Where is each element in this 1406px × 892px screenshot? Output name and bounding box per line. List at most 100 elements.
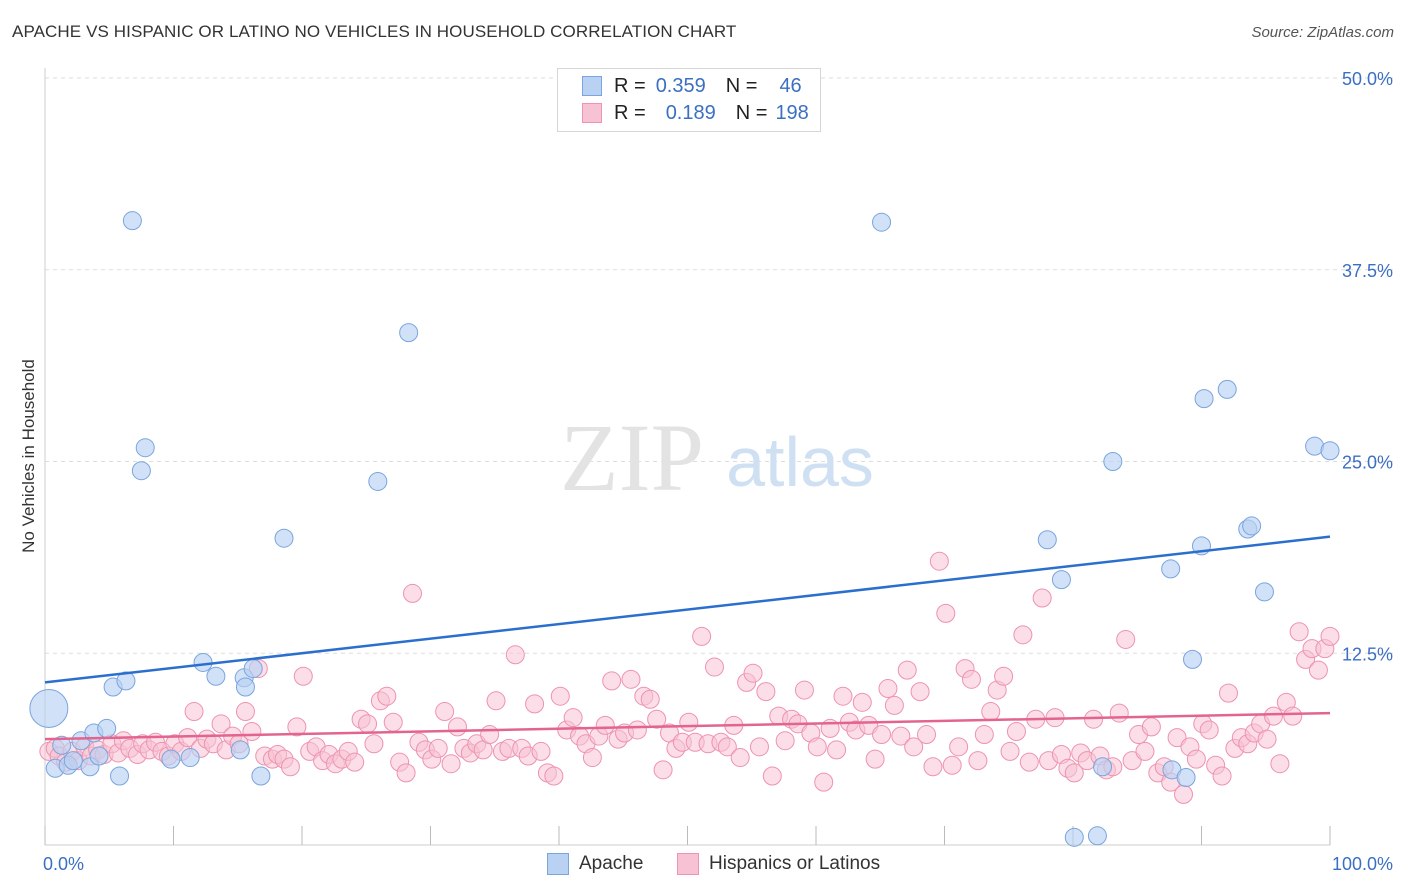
hispanic-point xyxy=(1000,741,1020,761)
apache-point xyxy=(1087,826,1107,846)
hispanic-point xyxy=(994,666,1014,686)
apache-point xyxy=(180,748,200,768)
hispanic-trend-line xyxy=(44,711,1331,741)
legend-hispanic-label: Hispanics or Latinos xyxy=(709,853,881,874)
apache-point xyxy=(1093,757,1113,777)
hispanic-point xyxy=(717,737,737,757)
apache-point xyxy=(251,766,271,786)
hispanic-point xyxy=(595,715,615,735)
hispanic-point xyxy=(1109,703,1129,723)
apache-point xyxy=(161,749,181,769)
legend-apache-label: Apache xyxy=(579,853,644,874)
apache-point xyxy=(1037,530,1057,550)
hispanic-point xyxy=(1167,728,1187,748)
apache-swatch xyxy=(582,76,602,96)
hispanic-point xyxy=(345,752,365,772)
hispanic-point xyxy=(480,725,500,745)
hispanic-point xyxy=(653,760,673,780)
hispanic-point xyxy=(929,551,949,571)
hispanic-point xyxy=(531,741,551,761)
hispanic-swatch xyxy=(582,103,602,123)
hispanic-point xyxy=(974,725,994,745)
y-tick-label: 37.5% xyxy=(1342,261,1393,281)
apache-point xyxy=(1242,516,1262,536)
bottom-legend-apache: Apache xyxy=(547,850,643,878)
hispanic-point xyxy=(525,694,545,714)
apache-point xyxy=(368,471,388,491)
trend-lines xyxy=(44,535,1331,741)
apache-point xyxy=(872,212,892,232)
tick-labels: 12.5% 25.0% 37.5% 50.0% 0.0% 100.0% No Vehicle… xyxy=(19,69,1393,874)
y-tick-label: 50.0% xyxy=(1342,69,1393,89)
hispanic-point xyxy=(280,757,300,777)
apache-point xyxy=(89,746,109,766)
hispanic-point xyxy=(602,671,622,691)
grid-lines xyxy=(45,77,1395,654)
hispanic-point xyxy=(1019,752,1039,772)
hispanic-point xyxy=(403,583,423,603)
apache-point xyxy=(1051,570,1071,590)
hispanic-point xyxy=(1199,720,1219,740)
x-tick-label: 100.0% xyxy=(1332,854,1393,874)
hispanic-point xyxy=(1257,729,1277,749)
watermark: ZIP atlas xyxy=(560,404,874,511)
apache-point xyxy=(235,677,255,697)
y-tick-label: 12.5% xyxy=(1342,644,1393,664)
hispanic-point xyxy=(550,686,570,706)
hispanic-point xyxy=(441,754,461,774)
hispanic-point xyxy=(891,726,911,746)
hispanic-point xyxy=(235,702,255,722)
apache-point xyxy=(1064,827,1084,847)
hispanic-point xyxy=(878,679,898,699)
apache-point xyxy=(135,438,155,458)
legend-row-apache: R = 0.359 N = 46 xyxy=(582,73,802,99)
apache-point xyxy=(116,671,136,691)
apache-point xyxy=(63,751,83,771)
hispanic-point xyxy=(544,766,564,786)
apache-point xyxy=(1320,441,1340,461)
apache-point xyxy=(97,718,117,738)
hispanic-point xyxy=(505,645,525,665)
hispanic-point xyxy=(396,763,416,783)
hispanic-point xyxy=(814,772,834,792)
legend-r-value: 0.359 xyxy=(655,74,706,97)
apache-point xyxy=(29,688,69,728)
watermark-atlas: atlas xyxy=(726,423,874,501)
hispanic-point xyxy=(1263,706,1283,726)
legend-r-value: 0.189 xyxy=(665,101,716,124)
apache-point xyxy=(1194,389,1214,409)
apache-point xyxy=(1183,649,1203,669)
source-label: Source: ZipAtlas.com xyxy=(1251,24,1394,41)
hispanic-point xyxy=(961,669,981,689)
apache-trend-line xyxy=(44,535,1331,684)
hispanic-point xyxy=(807,737,827,757)
hispanic-point xyxy=(647,709,667,729)
hispanic-point xyxy=(859,715,879,735)
hispanic-point xyxy=(904,737,924,757)
legend-row-hispanic: R = 0.189 N = 198 xyxy=(582,100,809,126)
hispanic-point xyxy=(1116,629,1136,649)
hispanic-point xyxy=(211,714,231,734)
hispanic-point xyxy=(242,721,262,741)
hispanic-point xyxy=(917,725,937,745)
legend-n-value: 198 xyxy=(775,101,809,124)
apache-point xyxy=(243,659,263,679)
hispanic-point xyxy=(1135,741,1155,761)
hispanic-point xyxy=(1141,717,1161,737)
hispanic-point xyxy=(1289,622,1309,642)
hispanic-point xyxy=(872,725,892,745)
apache-point xyxy=(399,323,419,343)
apache-point xyxy=(230,740,250,760)
apache-point xyxy=(1176,768,1196,788)
hispanic-swatch xyxy=(677,853,699,875)
hispanic-point xyxy=(897,660,917,680)
hispanic-point xyxy=(762,766,782,786)
hispanic-point xyxy=(1320,626,1340,646)
watermark-zip: ZIP xyxy=(560,404,704,511)
hispanic-point xyxy=(1122,751,1142,771)
hispanic-point xyxy=(827,740,847,760)
hispanic-point xyxy=(1283,706,1303,726)
hispanic-point xyxy=(1064,763,1084,783)
apache-point xyxy=(1103,452,1123,471)
hispanic-point xyxy=(447,717,467,737)
